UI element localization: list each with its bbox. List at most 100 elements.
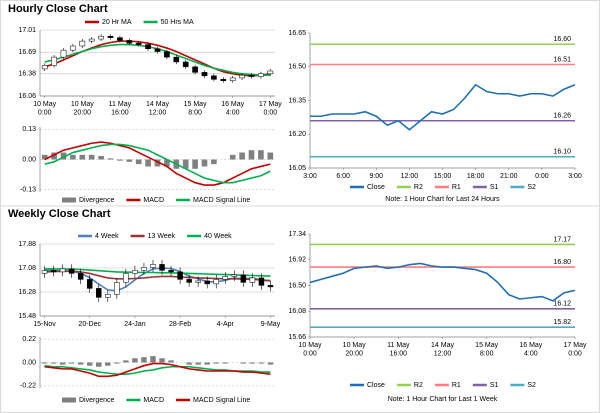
bar [77, 362, 84, 365]
level-label: 16.60 [553, 36, 571, 43]
legend-label: Divergence [79, 197, 115, 204]
legend-label: S1 [490, 184, 499, 191]
level-label: 16.51 [553, 56, 571, 63]
x-tick-label: 6:00 [336, 173, 350, 180]
candle-body [220, 79, 227, 81]
x-tick-label: 14 May 12:00 [146, 101, 169, 117]
x-tick-label: 0:00 [535, 173, 549, 180]
x-tick-label-line: 17 May [564, 342, 587, 349]
legend-label: Close [367, 382, 385, 389]
candle-body [195, 280, 201, 283]
candle-body [164, 51, 170, 58]
x-tick-label: 3:00 [568, 173, 582, 180]
bar [211, 159, 217, 165]
legend-label: S1 [490, 382, 499, 389]
x-tick-label-line: 15 May [475, 342, 498, 349]
bar [132, 358, 138, 363]
candle-body [70, 45, 76, 51]
bar [141, 357, 147, 363]
legend-label: 50 Hrs MA [161, 19, 194, 26]
bar [96, 362, 102, 367]
candle-body [239, 74, 245, 79]
line [44, 362, 271, 378]
bar [186, 362, 192, 365]
x-tick-label-line: 8:00 [188, 109, 202, 116]
y-tick-label: 15.48 [18, 313, 36, 320]
x-tick-label-line: 0:00 [38, 109, 52, 116]
x-tick-label-line: 17 May [259, 101, 282, 108]
legend-label: R1 [452, 184, 461, 191]
x-tick-label: 10 May 0:00 [299, 342, 322, 358]
legend-label: S2 [527, 184, 536, 191]
bar [70, 154, 76, 160]
y-tick-label: 0.13 [22, 126, 36, 133]
legend-label: R2 [414, 184, 423, 191]
bar [240, 362, 247, 364]
level-label: 16.10 [553, 149, 571, 156]
candle-body [126, 40, 133, 44]
bar [222, 362, 228, 364]
x-tick-label: 9-May [261, 321, 281, 328]
candle-body [159, 264, 165, 271]
legend-label: S2 [527, 382, 536, 389]
line [310, 83, 576, 131]
candle-body [107, 36, 114, 38]
x-tick-label: 10 May 20:00 [71, 101, 94, 117]
x-tick-label-line: 0:00 [568, 350, 582, 357]
x-tick-label-line: 10 May [299, 342, 322, 349]
legend-label: R2 [414, 382, 423, 389]
bar [267, 362, 274, 365]
x-tick-label: 28-Feb [169, 321, 191, 328]
candle-body [88, 38, 95, 42]
y-tick-label: 17.08 [18, 265, 36, 272]
bar [50, 362, 57, 364]
x-tick-label-line: 16 May [519, 342, 542, 349]
legend-label: MACD Signal Line [193, 197, 250, 204]
candle-body [213, 279, 219, 285]
bar [107, 158, 114, 160]
x-tick-label: 3:00 [303, 173, 317, 180]
x-tick-label-line: 20:00 [345, 350, 363, 357]
candle-body [86, 279, 93, 289]
x-tick-label: 24-Jan [124, 321, 146, 328]
legend-swatch [62, 397, 76, 403]
candle-body [173, 56, 180, 63]
x-tick-label: 20-Dec [78, 321, 101, 328]
candle-body [258, 73, 264, 77]
bar [164, 159, 170, 167]
x-tick-label-line: 4:00 [226, 109, 240, 116]
line [309, 262, 576, 302]
y-tick-label: 16.65 [288, 30, 306, 37]
candle-body [211, 75, 217, 80]
x-tick-label-line: 20:00 [74, 109, 92, 116]
candle-body [248, 74, 255, 77]
x-tick-label-line: 10 May [71, 101, 94, 108]
candle-body [141, 267, 147, 271]
legend-label: R1 [452, 382, 461, 389]
candle-body [60, 49, 67, 58]
bar [150, 356, 156, 363]
x-tick-label: 15 May 8:00 [184, 101, 207, 117]
x-tick-label-line: 11 May [109, 101, 132, 108]
candle-body [231, 274, 238, 277]
x-tick-label-line: 11 May [387, 342, 410, 349]
x-tick-label-line: 8:00 [480, 350, 494, 357]
candle-body [123, 273, 129, 283]
x-tick-label: 15-Nov [33, 321, 56, 328]
y-tick-label: 16.50 [288, 282, 306, 289]
legend-label: 20 Hr MA [102, 19, 132, 26]
candle-body [168, 270, 174, 273]
level-label: 16.12 [553, 301, 571, 308]
candle-body [41, 65, 48, 70]
y-tick-label: 16.69 [18, 49, 36, 56]
candle-body [51, 56, 57, 66]
legend-label: Close [367, 184, 385, 191]
x-tick-label-line: 4:00 [524, 350, 538, 357]
y-tick-label: 16.28 [18, 289, 36, 296]
candle-body [68, 268, 75, 274]
x-tick-label-line: 16:00 [111, 109, 129, 116]
legend-label: MACD [143, 397, 164, 404]
bar [114, 362, 120, 364]
candle-body [177, 271, 183, 280]
